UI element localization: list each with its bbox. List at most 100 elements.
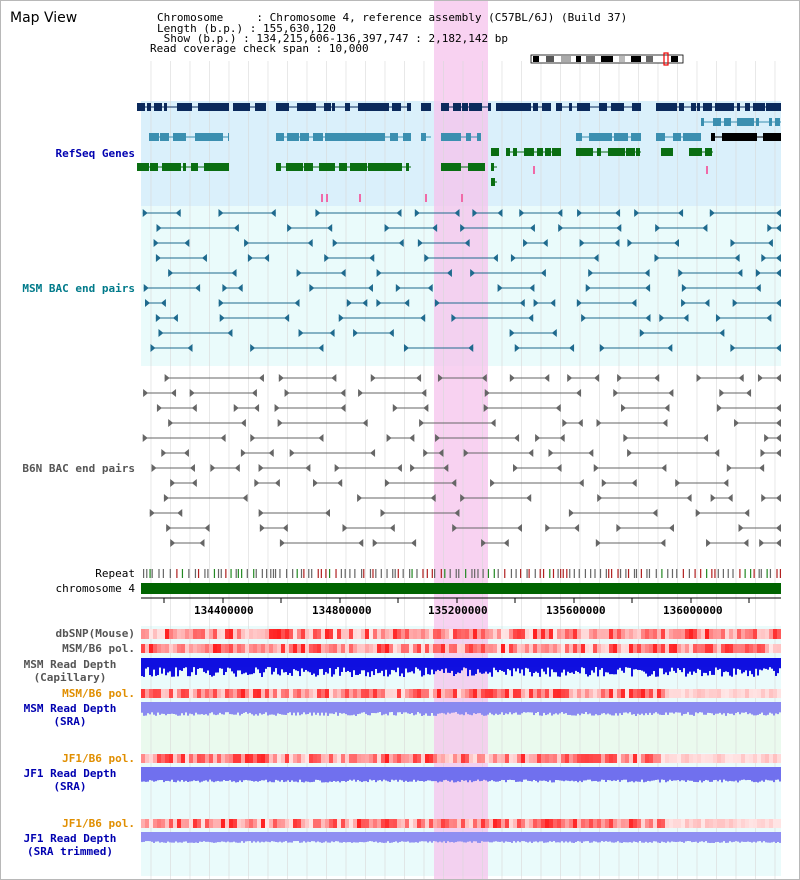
read-depth-bar [749,767,751,780]
bac-end-marker [544,374,550,382]
gene-exon [577,103,587,111]
polymorphism-cell [593,819,597,828]
track-label-jf1-depth-sra[interactable]: JF1 Read Depth (SRA) [23,767,117,793]
polymorphism-cell [369,629,373,639]
gene-exon [204,163,216,171]
polymorphism-cell [325,644,329,653]
bac-end-marker [519,299,525,307]
polymorphism-cell [441,754,445,763]
track-label-msm-b6-pol-1[interactable]: MSM/B6 pol. [62,642,135,655]
track-label-msm-depth-cap[interactable]: MSM Read Depth (Capillary) [23,658,117,684]
polymorphism-cell [433,689,437,698]
track-label-jf1-b6-pol-1[interactable]: JF1/B6 pol. [62,752,135,765]
track-label-refseq[interactable]: RefSeq Genes [55,147,135,160]
polymorphism-cell [693,754,697,763]
repeat-mark [158,569,160,578]
read-depth-bar [375,767,377,783]
polymorphism-cell [153,689,157,698]
read-depth-bar [149,702,151,715]
polymorphism-cell [705,629,709,639]
bac-end-marker [702,224,708,232]
polymorphism-cell [453,689,457,698]
read-depth-bar [255,702,257,715]
track-label-jf1-depth-trim[interactable]: JF1 Read Depth (SRA trimmed) [23,832,117,858]
read-depth-bar [517,832,519,842]
read-depth-bar [501,702,503,713]
polymorphism-cell [657,754,661,763]
read-depth-bar [469,702,471,715]
bac-end-marker [529,284,535,292]
bac-end-marker [142,209,148,217]
gene-exon [597,148,601,156]
read-depth-bar [605,702,607,715]
track-label-jf1-b6-pol-2[interactable]: JF1/B6 pol. [62,817,135,830]
gene-exon [462,103,468,111]
read-depth-bar [255,658,257,668]
read-depth-bar [593,767,595,782]
polymorphism-cell [605,629,609,639]
read-depth-bar [737,702,739,713]
read-depth-bar [267,702,269,716]
polymorphism-cell [569,689,573,698]
polymorphism-cell [285,644,289,653]
read-depth-bar [729,832,731,842]
polymorphism-cell [201,754,205,763]
read-depth-bar [665,832,667,843]
track-label-dbsnp[interactable]: dbSNP(Mouse) [55,627,135,640]
read-depth-bar [553,767,555,783]
polymorphism-cell [341,819,345,828]
refseq-marker [706,166,708,174]
polymorphism-cell [597,644,601,653]
read-depth-bar [535,767,537,781]
read-depth-bar [529,832,531,842]
polymorphism-cell [773,629,777,639]
read-depth-bar [441,832,443,843]
read-depth-bar [657,658,659,677]
read-depth-bar [607,702,609,714]
read-depth-bar [281,702,283,715]
gene-exon [218,103,227,111]
read-depth-bar [613,832,615,843]
read-depth-bar [469,658,471,670]
polymorphism-cell [609,819,613,828]
repeat-mark [272,569,275,578]
read-depth-bar [775,702,777,714]
read-depth-bar [621,658,623,671]
track-label-msm-depth-sra[interactable]: MSM Read Depth (SRA) [23,702,117,728]
read-depth-bar [667,702,669,715]
read-depth-bar [481,658,483,674]
read-depth-bar [669,658,671,672]
bac-end-marker [683,314,689,322]
polymorphism-cell [305,754,309,763]
read-depth-bar [397,832,399,843]
track-label-msm-b6-pol-2[interactable]: MSM/B6 pol. [62,687,135,700]
polymorphism-cell [365,629,369,639]
read-depth-bar [357,767,359,781]
read-depth-bar [383,702,385,715]
polymorphism-cell [369,754,373,763]
read-depth-bar [295,767,297,782]
gene-exon [545,148,551,156]
polymorphism-cell [173,819,177,828]
polymorphism-cell [721,629,725,639]
gene-exon [624,133,628,141]
track-label-msm-bac[interactable]: MSM BAC end pairs [22,282,135,295]
polymorphism-cell [693,629,697,639]
polymorphism-cell [477,754,481,763]
bac-end-marker [166,524,172,532]
repeat-mark [292,569,294,578]
read-depth-bar [431,702,433,713]
read-depth-bar [537,658,539,673]
repeat-mark [753,569,755,578]
polymorphism-cell [265,754,269,763]
polymorphism-cell [561,644,565,653]
track-label-b6n-bac[interactable]: B6N BAC end pairs [22,462,135,475]
gene-exon [198,103,208,111]
read-depth-bar [743,702,745,713]
read-depth-bar [257,767,259,782]
polymorphism-cell [381,754,385,763]
read-depth-bar [623,832,625,843]
read-depth-bar [455,832,457,843]
read-depth-bar [365,658,367,677]
